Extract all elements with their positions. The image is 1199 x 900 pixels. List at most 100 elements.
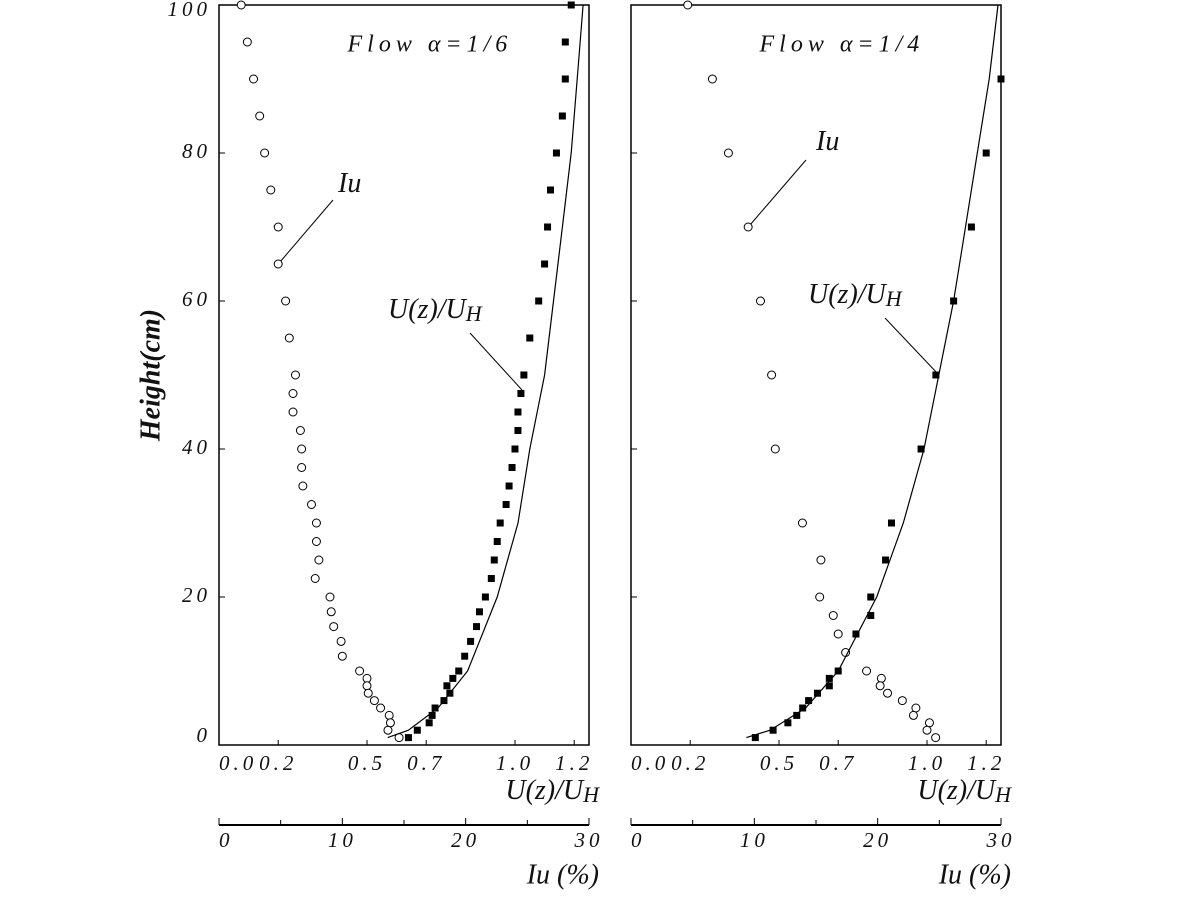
x-tick-label: 1.2 xyxy=(967,751,1005,775)
x-tick-label: 0.0 xyxy=(219,751,257,775)
x2-tick-label: 30 xyxy=(986,828,1016,852)
x-axis-label: U(z)/UH xyxy=(917,775,1012,807)
chart-title: Flow α=1/4 xyxy=(759,32,925,58)
square-point xyxy=(514,408,522,416)
circle-point xyxy=(797,518,807,528)
circle-point xyxy=(743,222,753,232)
square-point xyxy=(493,538,501,545)
circle-point xyxy=(266,185,276,195)
x2-tick-label: 0 xyxy=(631,828,646,852)
square-point xyxy=(449,674,457,682)
annotation-main: Iu xyxy=(815,126,839,157)
square-point xyxy=(967,223,975,231)
circle-point xyxy=(385,718,395,728)
x-tick-label: 1.2 xyxy=(555,751,593,775)
circle-point xyxy=(683,0,693,10)
plot-frame xyxy=(218,4,590,746)
square-point xyxy=(825,682,833,690)
annotation-sub: H xyxy=(885,286,903,311)
chart-title: Flow α=1/6 xyxy=(347,32,513,58)
circle-point xyxy=(908,710,918,720)
circle-point xyxy=(295,426,305,435)
square-point xyxy=(526,334,534,342)
square-point xyxy=(520,371,528,379)
circle-point xyxy=(833,629,843,639)
x2-tick-label: 10 xyxy=(740,828,769,852)
circle-point xyxy=(297,463,307,472)
x-axis-label-sub: H xyxy=(582,782,600,807)
circle-point xyxy=(931,733,941,743)
square-point xyxy=(487,575,495,582)
x-tick-label: 0.2 xyxy=(259,751,297,775)
annotation: U(z)/UH xyxy=(808,279,903,311)
circle-point xyxy=(311,537,321,546)
square-point xyxy=(502,501,510,508)
x2-tick-label: 20 xyxy=(863,828,892,852)
square-point xyxy=(443,682,451,690)
circle-point xyxy=(310,574,320,583)
x-axis-label-sub: H xyxy=(994,782,1012,807)
x2-tick-label: 20 xyxy=(451,828,480,852)
square-point xyxy=(852,630,860,638)
circle-point xyxy=(298,481,308,491)
square-point xyxy=(805,697,813,705)
square-point xyxy=(547,186,555,194)
x-tick-label: 0.0 xyxy=(631,751,669,775)
square-point xyxy=(813,689,821,697)
circle-point xyxy=(337,651,347,661)
square-point xyxy=(490,556,498,564)
annotation-leader xyxy=(749,159,807,226)
square-point xyxy=(425,719,433,727)
square-point xyxy=(496,519,504,527)
annotation-leader xyxy=(469,332,523,391)
circle-point xyxy=(862,666,872,676)
circle-point xyxy=(924,718,934,728)
circle-point xyxy=(707,74,717,84)
x-axis-label: U(z)/UH xyxy=(505,775,600,807)
circle-point xyxy=(325,592,335,602)
circle-point xyxy=(723,148,733,158)
circle-point xyxy=(284,333,294,343)
x-tick-label: 0.5 xyxy=(760,751,798,775)
x-tick-label: 0.7 xyxy=(819,751,857,775)
x-axis-label-main: U(z)/U xyxy=(505,775,585,806)
circle-point xyxy=(242,37,252,47)
annotation-leader xyxy=(884,317,939,375)
circle-point xyxy=(311,518,321,528)
square-point xyxy=(467,637,475,645)
square-point xyxy=(561,75,569,83)
square-point xyxy=(825,674,833,682)
y-tick-label: 100 xyxy=(168,0,212,21)
x2-tick-label: 0 xyxy=(219,828,234,852)
circle-point xyxy=(281,296,291,306)
square-point xyxy=(867,593,875,601)
square-point xyxy=(982,149,990,157)
square-point xyxy=(887,519,895,527)
circle-point xyxy=(363,688,373,698)
square-point xyxy=(917,445,925,453)
square-point xyxy=(461,652,469,660)
square-point xyxy=(793,711,801,719)
circle-point xyxy=(326,607,336,617)
square-point xyxy=(558,112,566,120)
circle-point xyxy=(362,681,372,691)
annotation-main: Iu xyxy=(337,168,361,199)
square-point xyxy=(413,726,421,734)
square-point xyxy=(473,623,481,631)
square-point xyxy=(428,711,436,719)
square-point xyxy=(505,482,513,490)
annotation-main: U(z)/U xyxy=(808,279,888,310)
square-point xyxy=(517,390,525,397)
square-point xyxy=(867,612,875,619)
circle-point xyxy=(273,222,283,232)
y-tick-label: 40 xyxy=(182,435,211,459)
circle-point xyxy=(384,710,394,720)
square-point xyxy=(932,371,940,379)
circle-point xyxy=(911,703,921,713)
annotation: Iu xyxy=(337,168,361,199)
square-point xyxy=(475,608,483,616)
square-point xyxy=(567,1,575,9)
circle-point xyxy=(383,725,393,735)
square-point xyxy=(784,719,792,727)
annotation: U(z)/UH xyxy=(388,294,483,326)
